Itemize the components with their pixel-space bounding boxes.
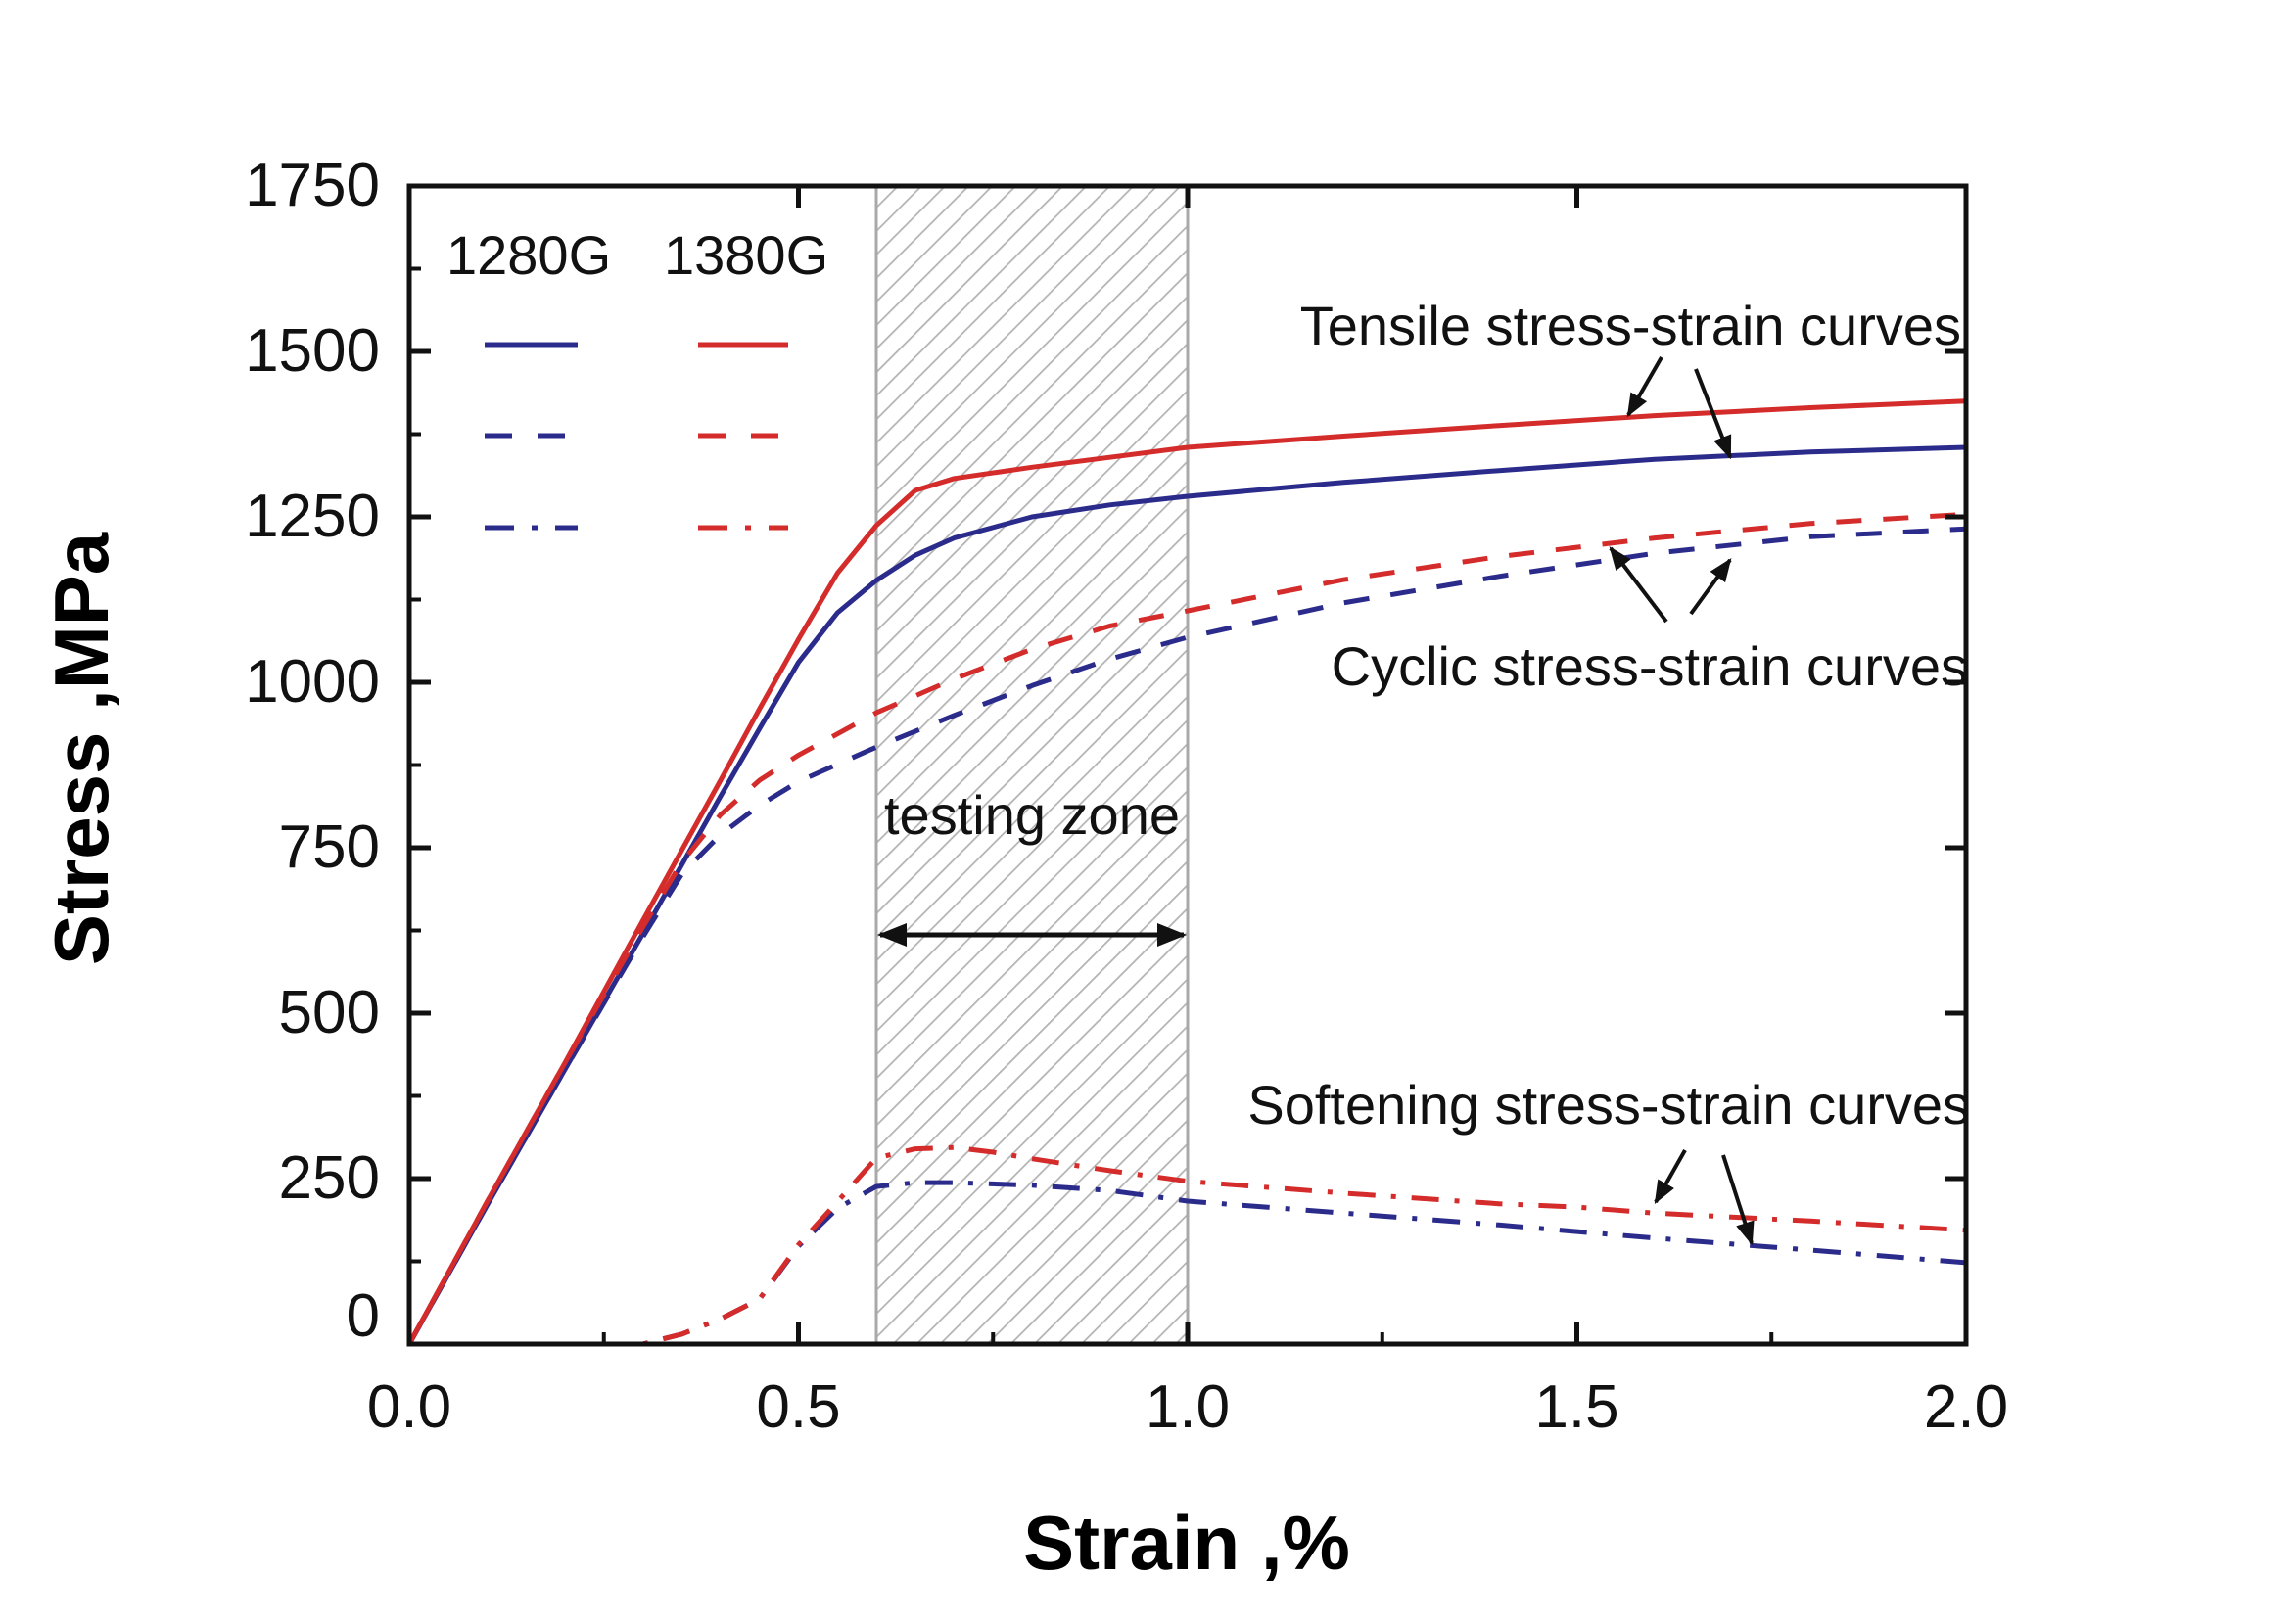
- arrow-softening-1280g: [1721, 1154, 1755, 1246]
- arrow-tensile-1280g: [1694, 368, 1732, 460]
- arrow-cyclic-1380g: [1609, 546, 1668, 624]
- axis-ticks: 0.0 0.5 1.0 1.5 2.0 0 250 500 750 1000 1250 1500 175…: [245, 152, 2008, 1441]
- series-layer: [409, 398, 1966, 1344]
- x-tick-label: 1.5: [1534, 1373, 1618, 1441]
- series-1380g-cyclic: [409, 511, 1966, 1344]
- x-tick-label: 2.0: [1924, 1373, 2008, 1441]
- legend: 1280G 1380G: [446, 224, 828, 531]
- legend-header-1380g: 1380G: [664, 224, 828, 286]
- testing-zone-label: testing zone: [884, 784, 1180, 846]
- y-tick-label: 1250: [245, 483, 380, 550]
- y-tick-label: 1500: [245, 317, 380, 385]
- y-axis-title: Stress ,MPa: [38, 532, 124, 965]
- x-tick-label: 1.0: [1146, 1373, 1230, 1441]
- testing-zone-hatch: [876, 186, 1188, 1344]
- y-tick-label: 0: [347, 1282, 380, 1350]
- annotation-tensile: Tensile stress-strain curves: [1300, 295, 1961, 356]
- annotations: Tensile stress-strain curves Cyclic stre…: [1247, 295, 1970, 1246]
- annotation-cyclic: Cyclic stress-strain curves: [1332, 635, 1968, 697]
- y-tick-label: 250: [279, 1144, 380, 1212]
- series-1280g-cyclic: [409, 526, 1966, 1344]
- testing-zone: testing zone: [874, 186, 1190, 1344]
- y-tick-label: 1000: [245, 648, 380, 716]
- y-tick-label: 750: [279, 813, 380, 881]
- series-1280g-softening: [409, 1180, 1966, 1344]
- series-1380g-softening: [409, 1144, 1966, 1344]
- y-tick-label: 500: [279, 979, 380, 1046]
- x-axis-title: Strain ,%: [1023, 1500, 1350, 1586]
- arrow-cyclic-1280g: [1689, 558, 1732, 616]
- y-tick-label: 1750: [245, 152, 380, 219]
- arrow-tensile-1380g: [1626, 356, 1663, 418]
- x-tick-label: 0.0: [367, 1373, 451, 1441]
- x-tick-label: 0.5: [756, 1373, 840, 1441]
- series-1380g-tensile: [409, 398, 1966, 1344]
- arrow-softening-1380g: [1654, 1149, 1687, 1205]
- annotation-softening: Softening stress-strain curves: [1247, 1074, 1970, 1136]
- legend-header-1280g: 1280G: [446, 224, 611, 286]
